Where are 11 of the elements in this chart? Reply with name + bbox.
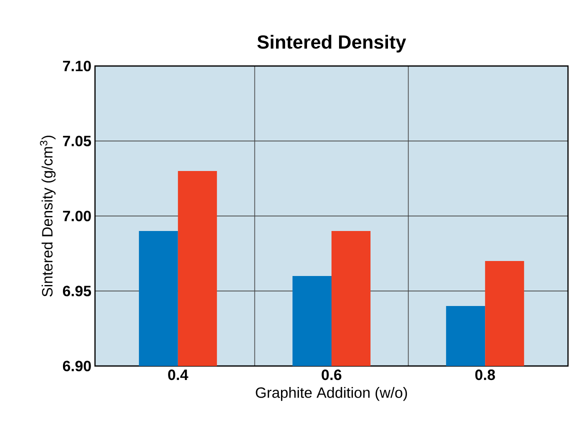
- chart-title: Sintered Density: [257, 34, 406, 52]
- x-tick-label: 0.6: [322, 370, 342, 380]
- y-axis-title: Sintered Density (g/cm$^{3}$): [40, 136, 56, 297]
- y-tick-label: 6.95: [62, 286, 92, 296]
- y-tick-label: 7.05: [63, 136, 92, 146]
- x-axis-title: Graphite Addition (w/o): [256, 386, 407, 401]
- y-tick-label: 7.00: [63, 210, 91, 222]
- y-tick-label: 6.90: [62, 360, 91, 372]
- y-tick-label: 7.10: [63, 60, 91, 72]
- x-tick-label: 0.8: [475, 370, 495, 380]
- x-tick-label: 0.4: [168, 370, 188, 380]
